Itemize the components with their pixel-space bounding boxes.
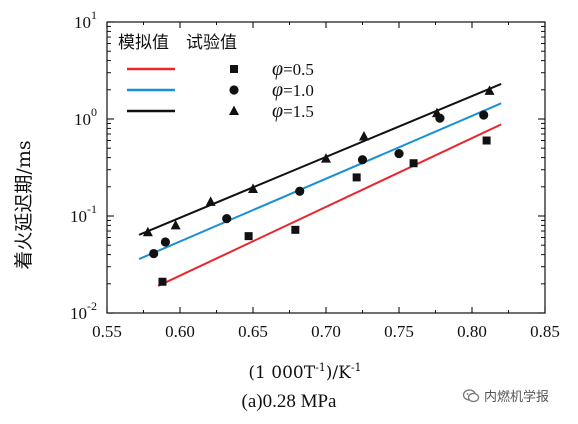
legend-marker-2 [229,85,239,95]
sim-line-3 [138,82,502,236]
x-tick-label: 0.85 [530,322,560,341]
legend-label-2: φ=1.0 [272,79,314,101]
exp-point-3 [431,107,442,118]
legend-marker-3 [229,105,239,115]
figure-caption: (a)0.28 MPa [241,391,337,412]
exp-point-2 [479,110,489,120]
exp-point-1 [158,277,167,286]
legend: 模拟值 试验值 φ=0.5φ=1.0φ=1.5 [118,33,314,122]
exp-point-3 [321,153,331,163]
watermark-text: 内燃机学报 [484,390,550,405]
x-tick-label: 0.70 [311,322,341,341]
exp-point-3 [205,196,216,206]
legend-label-3: φ=1.5 [272,100,314,122]
exp-point-1 [352,173,361,182]
y-tick-label: 100 [74,105,97,129]
exp-point-3 [248,183,258,193]
legend-marker-1 [230,65,238,73]
exp-point-3 [142,226,153,237]
y-tick-label: 10-2 [70,299,97,323]
exp-point-1 [482,136,491,145]
exp-point-2 [149,248,159,259]
exp-point-3 [484,85,495,95]
x-tick-label: 0.75 [384,322,414,341]
x-tick-label: 0.60 [165,322,195,341]
exp-point-2 [394,148,404,159]
x-tick-label: 0.55 [92,322,122,341]
x-axis-title-unit-sup: -1 [351,361,362,374]
plot-border [106,21,546,314]
exp-point-2 [295,186,305,196]
exp-point-2 [160,237,170,247]
y-tick-label: 10-1 [70,202,97,226]
x-tick-label: 0.65 [238,322,268,341]
x-axis: 0.55 0.60 0.65 0.70 0.75 0.80 0.85 [92,22,560,341]
y-tick-label: 101 [74,8,97,32]
legend-label-1: φ=0.5 [272,58,314,80]
experimental-points [142,85,495,286]
sim-line-1 [157,123,502,287]
y-axis-title: 着火延迟期/ms [13,140,35,269]
ignition-delay-chart: 0.55 0.60 0.65 0.70 0.75 0.80 0.85 10-2 10-1 100… [13,8,560,383]
y-axis: 10-2 10-1 100 101 [70,8,545,323]
x-axis-title-main: (1 000T [248,363,315,383]
wechat-icon [462,388,480,402]
x-tick-label: 0.80 [457,322,487,341]
exp-point-2 [357,155,368,165]
exp-point-2 [222,214,232,224]
simulation-lines [138,82,502,287]
watermark: 内燃机学报 [462,386,549,405]
exp-point-3 [358,131,369,141]
x-axis-title-unit: )/K [326,363,351,383]
exp-point-3 [170,219,181,230]
x-axis-title-sup: -1 [315,361,326,374]
exp-point-1 [244,232,253,241]
x-axis-title: (1 000T-1)/K-1 [248,361,361,383]
exp-point-1 [291,225,300,234]
plot-frame [106,21,546,314]
sim-line-2 [138,102,502,260]
exp-point-1 [409,159,418,168]
legend-header-exp: 试验值 [186,33,237,53]
legend-header-sim: 模拟值 [118,33,169,53]
